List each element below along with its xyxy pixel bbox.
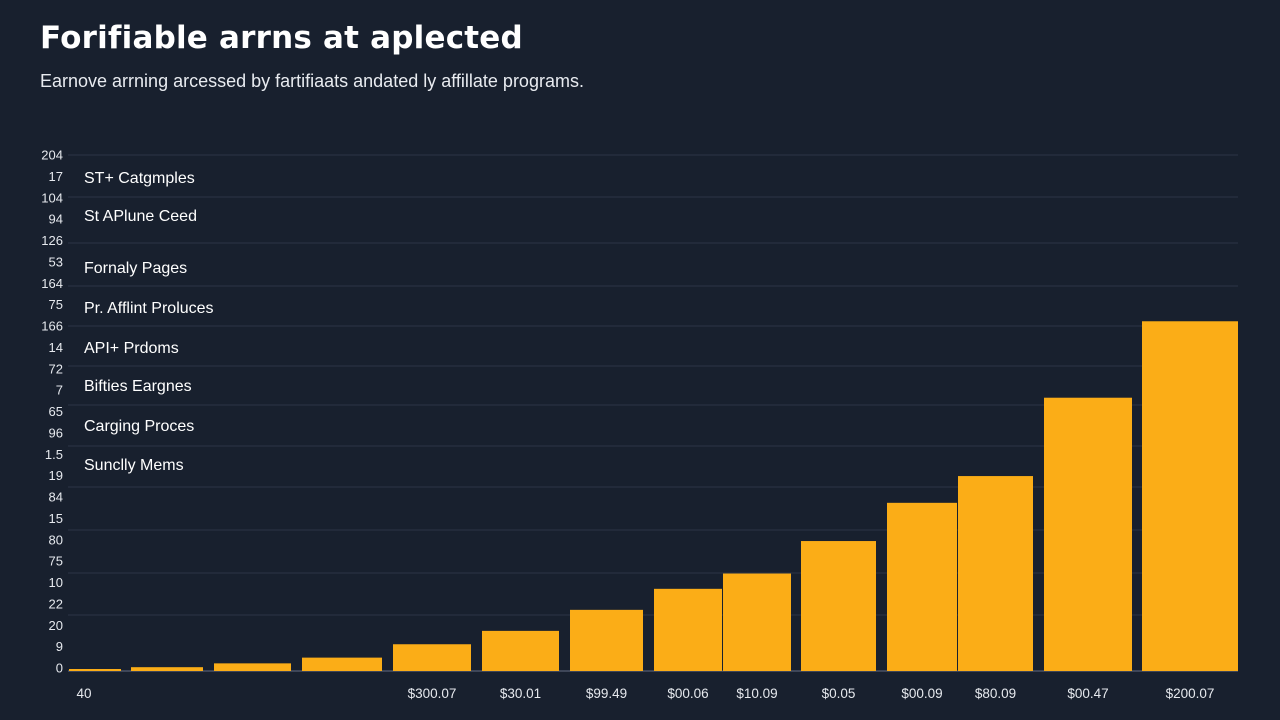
bar <box>801 541 876 671</box>
y-tick-label: 19 <box>49 468 63 483</box>
bar <box>654 588 722 671</box>
y-tick-label: 65 <box>49 404 63 419</box>
y-tick-label: 204 <box>41 148 63 163</box>
x-tick-label: $00.06 <box>667 686 708 701</box>
y-tick-label: 164 <box>41 276 63 291</box>
y-tick-label: 22 <box>49 596 63 611</box>
bar <box>393 644 471 671</box>
x-tick-label: 40 <box>76 686 91 701</box>
x-tick-label: $99.49 <box>586 686 627 701</box>
legend-item: ST+ Catgmples <box>84 170 195 187</box>
legend-item: St APlune Ceed <box>84 208 197 225</box>
y-tick-label: 72 <box>49 361 63 376</box>
legend-item: Carging Proces <box>84 418 194 435</box>
y-tick-label: 53 <box>49 254 63 269</box>
y-tick-label: 20 <box>49 618 63 633</box>
x-tick-label: $00.09 <box>901 686 942 701</box>
y-tick-label: 7 <box>56 383 63 398</box>
chart-title: Forifiable arrns at aplected <box>40 20 523 56</box>
y-tick-label: 94 <box>49 212 63 227</box>
legend-item: Pr. Afflint Proluces <box>84 300 214 317</box>
legend-item: Sunclly Mems <box>84 457 184 474</box>
x-tick-label: $0.05 <box>822 686 856 701</box>
y-tick-label: 15 <box>49 511 63 526</box>
legend-item: Fornaly Pages <box>84 260 187 277</box>
bar <box>131 667 203 671</box>
bar <box>723 573 791 671</box>
y-tick-label: 17 <box>49 169 63 184</box>
y-tick-label: 96 <box>49 425 63 440</box>
y-tick-label: 166 <box>41 319 63 334</box>
x-tick-label: $80.09 <box>975 686 1016 701</box>
x-tick-label: $200.07 <box>1166 686 1215 701</box>
bar <box>1142 321 1238 671</box>
bar <box>887 502 957 671</box>
legend-item: Bifties Eargnes <box>84 378 192 395</box>
y-tick-label: 0 <box>56 661 63 676</box>
y-tick-label: 14 <box>49 340 63 355</box>
y-tick-label: 84 <box>49 490 63 505</box>
bar <box>69 669 121 671</box>
bar <box>302 657 382 671</box>
bar <box>570 609 643 671</box>
bar <box>958 476 1033 671</box>
legend-item: API+ Prdoms <box>84 340 179 357</box>
y-tick-label: 1.5 <box>45 447 63 462</box>
bar <box>482 630 559 671</box>
y-tick-label: 9 <box>56 639 63 654</box>
x-tick-label: $00.47 <box>1067 686 1108 701</box>
x-tick-label: $30.01 <box>500 686 541 701</box>
y-tick-label: 75 <box>49 297 63 312</box>
bar <box>1044 397 1132 671</box>
y-tick-label: 126 <box>41 233 63 248</box>
y-tick-label: 10 <box>49 575 63 590</box>
y-tick-label: 75 <box>49 554 63 569</box>
chart-subtitle: Earnove arrning arcessed by fartifiaats … <box>40 71 584 91</box>
bar <box>214 663 291 671</box>
x-tick-label: $300.07 <box>408 686 457 701</box>
x-tick-label: $10.09 <box>736 686 777 701</box>
y-tick-label: 80 <box>49 532 63 547</box>
y-tick-label: 104 <box>41 190 63 205</box>
